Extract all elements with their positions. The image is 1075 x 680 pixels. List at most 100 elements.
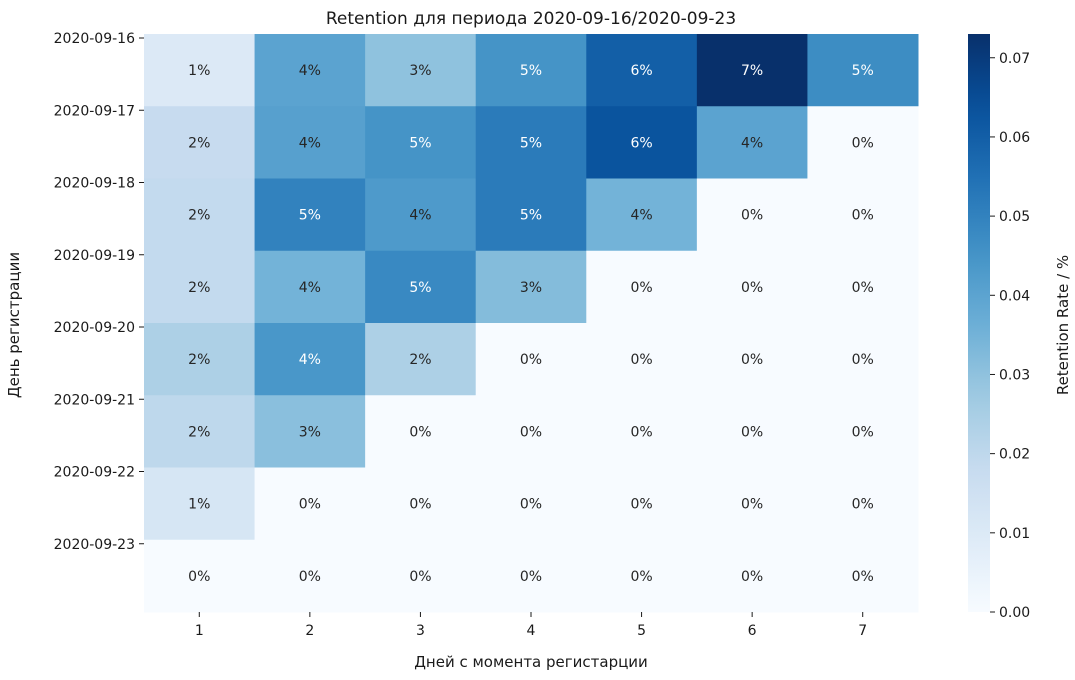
- heatmap-cell: [696, 323, 808, 396]
- cell-value-label: 5%: [409, 280, 431, 296]
- cell-value-label: 3%: [299, 424, 321, 440]
- heatmap-cell: [254, 539, 366, 613]
- x-tick-label: 4: [527, 623, 536, 639]
- y-tick-label: 2020-09-16: [54, 31, 135, 47]
- y-axis-label: День регистрации: [5, 252, 23, 398]
- cell-value-label: 0%: [852, 569, 874, 585]
- heatmap-cell: [586, 178, 698, 252]
- cell-value-label: 0%: [852, 280, 874, 296]
- heatmap-cell: [254, 250, 366, 324]
- heatmap-cell: [696, 250, 808, 324]
- cell-value-label: 5%: [520, 135, 542, 151]
- cell-value-label: 4%: [409, 208, 431, 224]
- cell-value-label: 7%: [741, 63, 763, 79]
- colorbar-tick-label: 0.06: [999, 130, 1030, 146]
- heatmap-cell: [475, 323, 587, 396]
- cell-value-label: 0%: [852, 352, 874, 368]
- cell-value-label: 5%: [299, 208, 321, 224]
- heatmap-cell: [475, 467, 587, 541]
- cell-value-label: 0%: [409, 497, 431, 513]
- heatmap-cell: [586, 467, 698, 541]
- heatmap-cell: [475, 395, 587, 468]
- cell-value-label: 0%: [520, 352, 542, 368]
- colorbar-tick-label: 0.01: [999, 526, 1030, 542]
- cell-value-label: 0%: [630, 280, 652, 296]
- cell-value-label: 2%: [188, 208, 210, 224]
- colorbar-gradient: [968, 34, 990, 612]
- cell-value-label: 2%: [188, 135, 210, 151]
- cell-value-label: 0%: [741, 424, 763, 440]
- cell-value-label: 6%: [630, 63, 652, 79]
- heatmap-cell: [365, 395, 477, 468]
- heatmap-cell: [144, 323, 256, 396]
- heatmap-cell: [475, 539, 587, 613]
- cell-value-label: 0%: [852, 208, 874, 224]
- heatmap-cell: [365, 106, 477, 179]
- cell-value-label: 0%: [299, 569, 321, 585]
- cell-value-label: 0%: [630, 569, 652, 585]
- cell-value-label: 4%: [741, 135, 763, 151]
- heatmap-cell: [586, 34, 698, 107]
- y-tick-label: 2020-09-21: [54, 392, 135, 408]
- colorbar-ticks: 0.00 0.01 0.02 0.03 0.04 0.05 0.06 0.07: [990, 51, 1030, 621]
- cell-value-label: 0%: [741, 352, 763, 368]
- heatmap-cell: [365, 34, 477, 107]
- cell-value-label: 2%: [188, 352, 210, 368]
- heatmap-cell: [475, 34, 587, 107]
- y-tick-label: 2020-09-22: [54, 465, 135, 481]
- heatmap-cell: [586, 250, 698, 324]
- heatmap-cell: [807, 250, 919, 324]
- cell-value-label: 0%: [741, 497, 763, 513]
- colorbar-tick-label: 0.03: [999, 367, 1030, 383]
- y-axis-ticks: 2020-09-16 2020-09-17 2020-09-18 2020-09-19…: [54, 31, 144, 553]
- heatmap-cell: [365, 178, 477, 252]
- colorbar-label: Retention Rate / %: [1054, 255, 1072, 395]
- cell-value-label: 6%: [630, 135, 652, 151]
- cell-value-label: 1%: [188, 63, 210, 79]
- heatmap-cell: [144, 467, 256, 541]
- colorbar-tick-label: 0.05: [999, 209, 1030, 225]
- heatmap-cell: [807, 178, 919, 252]
- cell-value-label: 0%: [520, 424, 542, 440]
- colorbar: 0.00 0.01 0.02 0.03 0.04 0.05 0.06 0.07: [968, 34, 1030, 621]
- x-tick-label: 3: [416, 623, 425, 639]
- heatmap-cell: [586, 539, 698, 613]
- heatmap-cell: [144, 106, 256, 179]
- cell-value-label: 4%: [630, 208, 652, 224]
- heatmap-cell: [144, 539, 256, 613]
- y-tick-label: 2020-09-17: [54, 103, 135, 119]
- cell-value-label: 0%: [520, 497, 542, 513]
- cell-value-label: 0%: [630, 497, 652, 513]
- heatmap-cell: [365, 539, 477, 613]
- cell-value-label: 0%: [852, 497, 874, 513]
- cell-value-label: 3%: [520, 280, 542, 296]
- heatmap-cell: [807, 539, 919, 613]
- colorbar-tick-label: 0.04: [999, 288, 1030, 304]
- heatmap-cell: [144, 395, 256, 468]
- heatmap-cell: [254, 34, 366, 107]
- x-tick-label: 7: [858, 623, 867, 639]
- cell-value-label: 0%: [630, 424, 652, 440]
- heatmap-cell: [254, 178, 366, 252]
- heatmap-cell: [586, 106, 698, 179]
- cell-value-label: 0%: [630, 352, 652, 368]
- cell-value-label: 3%: [409, 63, 431, 79]
- chart-title: Retention для периода 2020-09-16/2020-09…: [326, 9, 736, 29]
- heatmap-cell: [807, 323, 919, 396]
- heatmap-cell: [144, 250, 256, 324]
- colorbar-tick-label: 0.02: [999, 447, 1030, 463]
- cell-value-label: 5%: [520, 63, 542, 79]
- y-tick-label: 2020-09-18: [54, 176, 135, 192]
- heatmap-cell: [807, 467, 919, 541]
- heatmap-cell: [254, 395, 366, 468]
- cell-value-label: 1%: [188, 497, 210, 513]
- heatmap-cell: [365, 250, 477, 324]
- cell-value-label: 0%: [409, 424, 431, 440]
- heatmap-cell: [696, 106, 808, 179]
- x-tick-label: 2: [305, 623, 314, 639]
- heatmap-cell: [365, 467, 477, 541]
- heatmap-cell: [807, 395, 919, 468]
- cell-value-label: 4%: [299, 135, 321, 151]
- cell-value-label: 0%: [741, 280, 763, 296]
